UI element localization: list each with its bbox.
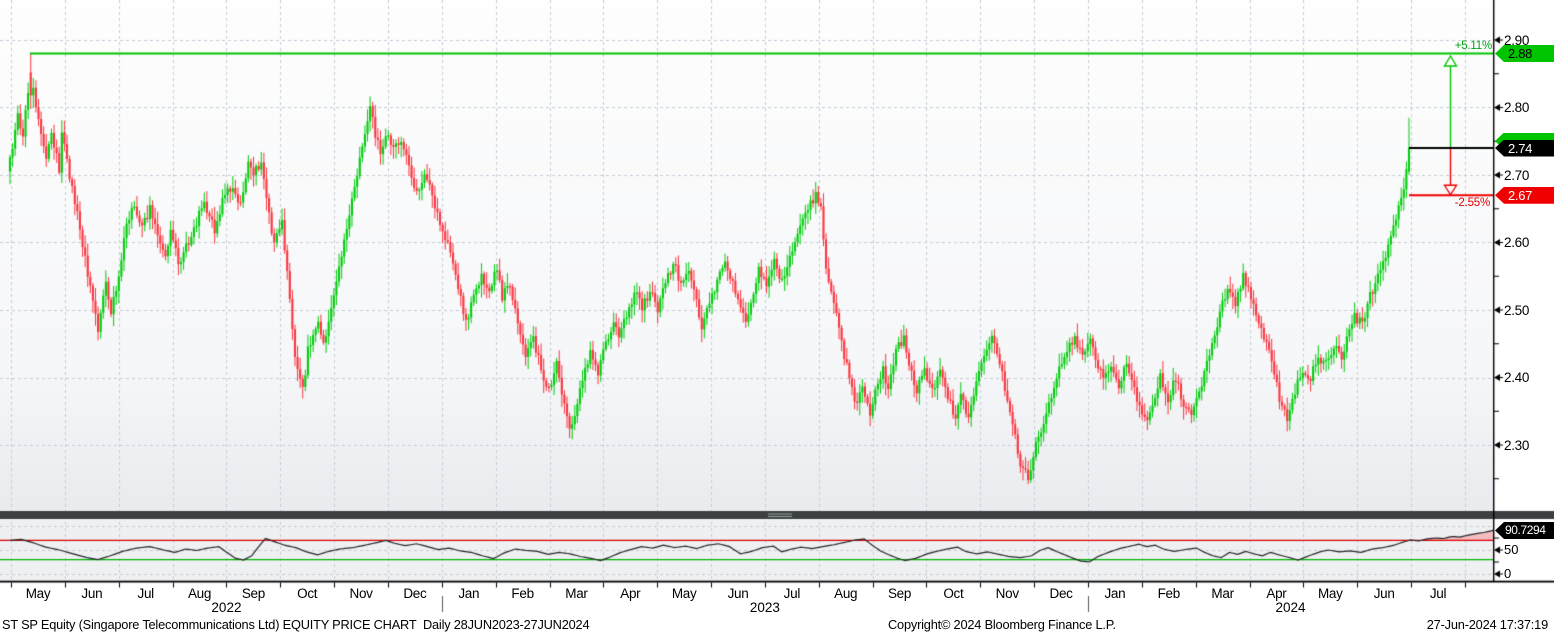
rsi-tick-label: 0	[1504, 566, 1512, 581]
month-tick-label: Sep	[887, 586, 912, 601]
month-tick-label: Oct	[943, 586, 964, 601]
upside-percent-annotation: +5.11%	[1454, 40, 1492, 52]
chart-title: ST SP Equity (Singapore Telecommunicatio…	[2, 617, 590, 632]
month-tick-label: Jun	[727, 586, 749, 601]
month-tick-label: Sep	[241, 586, 265, 601]
month-tick-label: May	[1317, 586, 1343, 601]
month-tick-label: May	[671, 586, 697, 601]
price-tick-label: 2.40	[1504, 370, 1530, 385]
month-tick-label: Jun	[1373, 586, 1395, 601]
rsi-value-tag: 90.7294	[1495, 521, 1554, 539]
month-tick-label: Feb	[511, 586, 534, 601]
month-tick-label: Feb	[1157, 586, 1181, 601]
month-tick-label: Oct	[297, 586, 318, 601]
month-tick-label: Jun	[81, 586, 103, 601]
month-tick-label: Dec	[1049, 586, 1073, 601]
price-tick-label: 2.90	[1504, 32, 1530, 48]
month-tick-label: Apr	[1266, 586, 1287, 601]
month-tick-label: Jul	[783, 586, 801, 601]
last-price-tag[interactable]: 2.74	[1495, 139, 1554, 157]
price-tick-label: 2.80	[1504, 100, 1530, 115]
panel-separator-handle[interactable]	[0, 511, 1554, 519]
month-tick-label: Jul	[137, 586, 155, 601]
month-tick-label: Dec	[403, 586, 427, 601]
month-tick-label: Mar	[1211, 586, 1234, 601]
copyright-text: Copyright© 2024 Bloomberg Finance L.P.	[888, 617, 1116, 632]
month-tick-label: Nov	[349, 586, 373, 601]
price-tick-label: 2.70	[1504, 167, 1530, 183]
price-tick-label: 2.30	[1504, 437, 1530, 453]
month-tick-label: Mar	[565, 586, 588, 601]
timestamp-text: 27-Jun-2024 17:37:19	[1426, 617, 1548, 632]
price-tick-label: 2.60	[1504, 235, 1530, 250]
month-tick-label: Jan	[458, 586, 480, 601]
month-tick-label: Nov	[995, 586, 1019, 601]
price-tick-label: 2.50	[1504, 302, 1530, 318]
downside-percent-annotation: -2.55%	[1454, 197, 1490, 209]
month-tick-label: Aug	[187, 586, 212, 601]
month-tick-label: Jan	[1104, 586, 1126, 601]
month-tick-label: Apr	[620, 586, 641, 601]
rsi-tick-label: 50	[1504, 542, 1519, 557]
year-label: 2024	[1275, 600, 1306, 615]
high-annotation-price-tag[interactable]: 2.88	[1495, 45, 1554, 62]
month-tick-label: May	[25, 586, 51, 601]
target-annotation-price-tag[interactable]: 2.67	[1495, 186, 1554, 204]
year-label: 2023	[749, 600, 780, 615]
year-label: 2022	[211, 600, 242, 615]
month-tick-label: Jul	[1429, 586, 1447, 601]
month-tick-label: Aug	[834, 586, 858, 601]
